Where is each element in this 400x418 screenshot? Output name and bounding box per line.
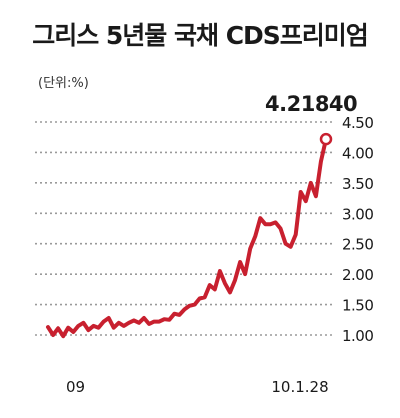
x-tick-label: 09 [66, 378, 85, 396]
y-tick-label: 3.00 [342, 205, 373, 223]
y-tick-label: 4.00 [342, 144, 373, 162]
peak-point-marker [319, 132, 333, 146]
x-tick-label: 10.1.28 [271, 378, 328, 396]
chart-title: 그리스 5년물 국채 CDS프리미엄 [32, 21, 369, 50]
y-tick-label: 1.00 [342, 327, 373, 345]
unit-label: (단위:%) [38, 76, 89, 91]
y-tick-label: 2.00 [342, 266, 373, 284]
y-axis-tick-labels: 4.50 4.00 3.50 3.00 2.50 2.00 1.50 1.00 [342, 114, 374, 345]
y-tick-label: 4.50 [342, 114, 373, 132]
y-tick-label: 3.50 [342, 175, 373, 193]
peak-value-label: 4.21840 [265, 92, 358, 116]
y-tick-label: 1.50 [342, 297, 373, 315]
cds-premium-line [46, 137, 328, 339]
x-axis-tick-labels: 09 10.1.28 [66, 378, 329, 396]
gridlines [35, 121, 332, 336]
y-tick-label: 2.50 [342, 236, 373, 254]
series-layer [46, 132, 333, 339]
